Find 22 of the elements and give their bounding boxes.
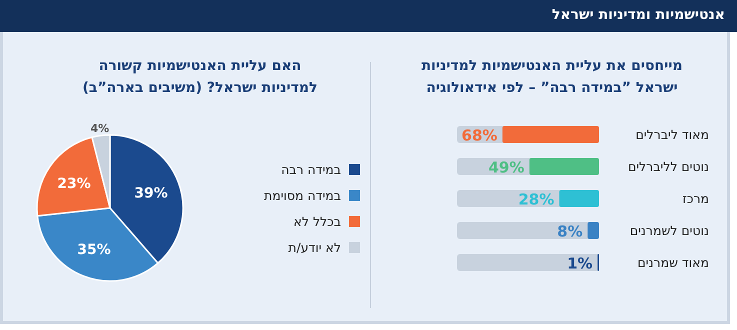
data-label: 1% — [567, 254, 593, 272]
y-tick-label: מרכז — [682, 191, 709, 206]
legend-label: במידה מסוימת — [264, 188, 341, 202]
data-label: 35% — [77, 242, 111, 258]
data-label: 8% — [557, 222, 583, 240]
chart-title: האם עליית האנטישמיות קשורה למדיניות ישראל? (משיבים בארה”ב) — [82, 57, 318, 98]
y-tick-label: מאוד שמרנים — [637, 255, 709, 270]
data-label: 39% — [134, 186, 168, 202]
data-label: 28% — [518, 190, 554, 208]
legend-label: במידה רבה — [281, 162, 341, 176]
data-label: 4% — [90, 122, 110, 135]
text: אנטישמיות ומדיניות ישראל — [552, 7, 725, 23]
bar — [588, 222, 599, 239]
legend-label: בכלל לא — [294, 214, 341, 228]
chart-subtitle: מייחסים את עליית האנטישמיות למדיניות ישראל ”במידה רבה” – לפי אידאולוגיה — [420, 57, 684, 98]
data-label: 68% — [462, 126, 498, 144]
y-tick-label: נוטים לשמרנים — [630, 223, 709, 238]
data-label: 23% — [57, 176, 91, 192]
y-tick-label: מאוד ליברלים — [636, 127, 709, 142]
data-label: 49% — [488, 158, 524, 176]
y-tick-label: נוטים לליברלים — [628, 159, 709, 174]
legend-label: לא יודע/ת — [288, 240, 341, 254]
